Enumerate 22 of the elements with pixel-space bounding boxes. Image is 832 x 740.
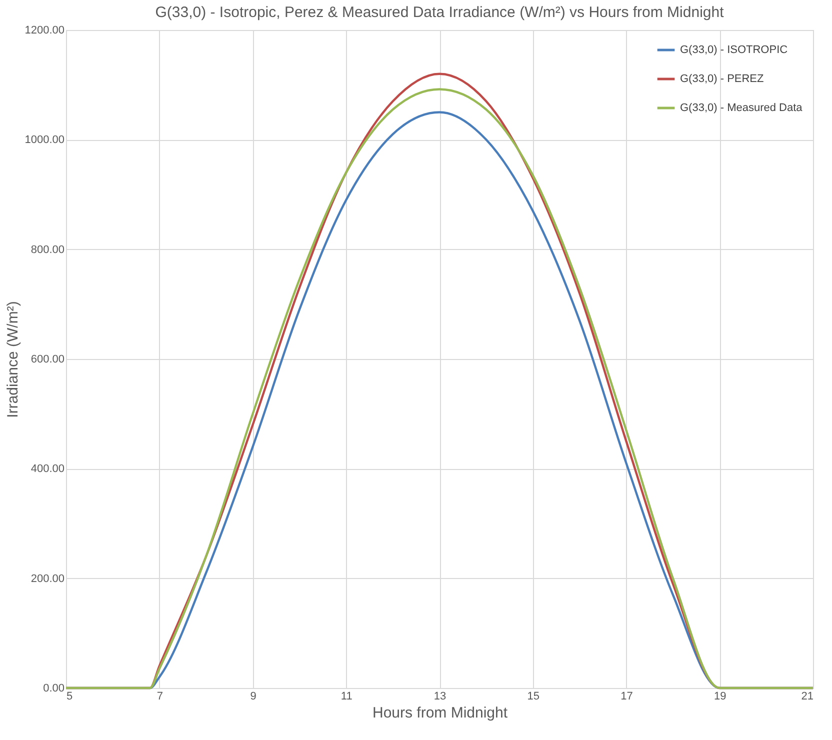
y-tick-label: 1200.00	[24, 24, 64, 36]
legend-label: G(33,0) - Measured Data	[680, 102, 804, 114]
x-tick-label: 9	[250, 690, 256, 702]
y-tick-label: 800.00	[30, 244, 64, 256]
legend-label: G(33,0) - ISOTROPIC	[680, 44, 788, 56]
y-axis-title: Irradiance (W/m²)	[4, 301, 22, 418]
chart-title: G(33,0) - Isotropic, Perez & Measured Data Irradiance (W/m²) vs Hours from Midnight	[155, 4, 725, 21]
x-tick-label: 5	[66, 690, 73, 702]
x-tick-label: 15	[527, 690, 540, 702]
y-tick-label: 200.00	[30, 572, 64, 585]
y-tick-label: 1000.00	[24, 134, 64, 146]
x-tick-label: 19	[714, 690, 726, 702]
x-axis-title: Hours from Midnight	[372, 704, 508, 722]
y-tick-label: 600.00	[30, 354, 64, 366]
x-tick-label: 11	[340, 690, 352, 702]
x-tick-label: 13	[434, 690, 446, 702]
y-tick-label: 400.00	[30, 463, 64, 476]
x-tick-label: 7	[156, 690, 163, 702]
x-tick-label: 21	[801, 690, 814, 702]
x-tick-label: 17	[620, 690, 633, 702]
y-tick-label: 0.00	[43, 682, 64, 694]
legend-label: G(33,0) - PEREZ	[680, 73, 764, 85]
